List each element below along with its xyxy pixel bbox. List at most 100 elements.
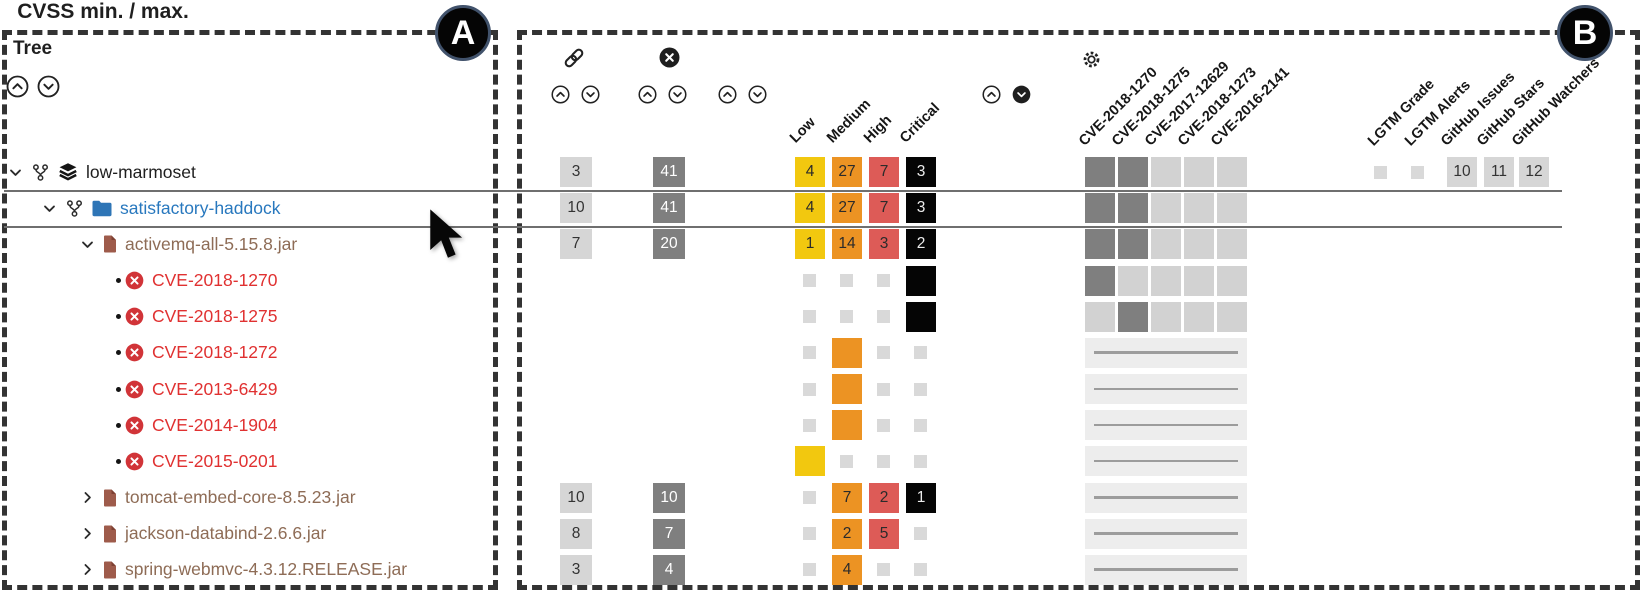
annotation-a-badge: A bbox=[435, 5, 491, 61]
error-circle-icon bbox=[125, 271, 144, 290]
cve-matrix-cell bbox=[1085, 229, 1115, 260]
chevron-down-circle-icon bbox=[668, 85, 687, 104]
links-count-cell: 3 bbox=[560, 157, 592, 187]
tree-item[interactable]: CVE-2013-6429 bbox=[116, 371, 486, 407]
severity-count-cell bbox=[906, 265, 936, 296]
settings-button[interactable] bbox=[1081, 49, 1102, 70]
tree-item-label: low-marmoset bbox=[86, 161, 196, 182]
sort-down-button[interactable] bbox=[581, 85, 600, 104]
chevron-down-circle-icon bbox=[37, 75, 60, 98]
severity-placeholder-cell bbox=[914, 454, 927, 468]
sort-down-button[interactable] bbox=[1012, 85, 1031, 104]
bullet-icon bbox=[116, 386, 121, 392]
tree-item[interactable]: CVE-2018-1270 bbox=[116, 263, 486, 299]
link-icon bbox=[564, 48, 584, 68]
severity-placeholder-cell bbox=[877, 310, 890, 324]
file-icon bbox=[103, 525, 117, 543]
cve-matrix-cell bbox=[1118, 157, 1148, 187]
lgtm-placeholder-cell bbox=[1374, 165, 1387, 179]
na-line bbox=[1094, 351, 1238, 354]
tree-item-label: CVE-2018-1272 bbox=[152, 342, 278, 363]
cve-matrix-cell bbox=[1085, 265, 1115, 296]
tree-item[interactable]: tomcat-embed-core-8.5.23.jar bbox=[80, 480, 486, 516]
tree-item[interactable]: spring-webmvc-4.3.12.RELEASE.jar bbox=[80, 552, 486, 588]
tree-item-label: CVE-2018-1270 bbox=[152, 270, 278, 290]
error-circle-icon bbox=[125, 416, 144, 435]
tree-item[interactable]: low-marmoset bbox=[8, 154, 486, 190]
severity-placeholder-cell bbox=[914, 527, 927, 541]
chevron-down-icon bbox=[42, 201, 57, 216]
severity-count-cell: 14 bbox=[832, 229, 862, 260]
error-circle-icon bbox=[125, 307, 144, 326]
git-branch-icon bbox=[65, 199, 84, 218]
cve-matrix-na-band bbox=[1085, 337, 1247, 368]
cvss-group-title: CVSS min. / max. bbox=[17, 0, 189, 23]
cve-matrix-cell bbox=[1151, 301, 1181, 332]
links-column-header-button[interactable] bbox=[561, 45, 587, 71]
tree-item[interactable]: jackson-databind-2.6.6.jar bbox=[80, 516, 486, 552]
errors-count-cell: 20 bbox=[653, 229, 685, 260]
cve-matrix-cell bbox=[1085, 157, 1115, 187]
severity-count-cell: 3 bbox=[906, 157, 936, 187]
tree-expand-all-button[interactable] bbox=[37, 75, 60, 98]
tree-item[interactable]: CVE-2018-1272 bbox=[116, 335, 486, 371]
severity-count-cell: 2 bbox=[869, 482, 899, 513]
na-line bbox=[1094, 568, 1238, 571]
mouse-cursor bbox=[427, 207, 463, 268]
tree-item-label: CVE-2014-1904 bbox=[152, 414, 278, 435]
tree-item[interactable]: CVE-2018-1275 bbox=[116, 299, 486, 335]
error-circle-icon bbox=[659, 47, 680, 68]
na-line bbox=[1094, 459, 1238, 463]
na-line bbox=[1094, 496, 1238, 499]
chevron-down-filled-circle-icon bbox=[1012, 85, 1031, 104]
cve-matrix-cell bbox=[1118, 229, 1148, 260]
severity-count-cell: 1 bbox=[795, 229, 825, 260]
cve-matrix-cell bbox=[1151, 193, 1181, 224]
cve-matrix-cell bbox=[1184, 157, 1214, 187]
cve-matrix-cell bbox=[1118, 193, 1148, 224]
sort-down-button[interactable] bbox=[668, 85, 687, 104]
cve-matrix-cell bbox=[1151, 229, 1181, 260]
tree-item[interactable]: activemq-all-5.15.8.jar bbox=[80, 226, 486, 262]
severity-count-cell bbox=[832, 337, 862, 368]
severity-count-cell: 7 bbox=[869, 157, 899, 187]
file-icon bbox=[103, 235, 117, 253]
severity-placeholder-cell bbox=[877, 346, 890, 360]
na-line bbox=[1094, 387, 1238, 391]
cve-matrix-cell bbox=[1217, 193, 1247, 224]
layers-icon bbox=[58, 162, 78, 182]
severity-placeholder-cell bbox=[877, 563, 890, 577]
error-circle-icon bbox=[125, 452, 144, 471]
errors-column-header-button[interactable] bbox=[659, 47, 680, 68]
severity-count-cell: 3 bbox=[906, 193, 936, 224]
tree-item[interactable]: CVE-2015-0201 bbox=[116, 443, 486, 479]
sort-up-button[interactable] bbox=[551, 85, 570, 104]
severity-placeholder-cell bbox=[803, 382, 816, 396]
sort-up-button[interactable] bbox=[982, 85, 1001, 104]
cve-matrix-cell bbox=[1118, 265, 1148, 296]
links-count-cell: 7 bbox=[560, 229, 592, 260]
severity-placeholder-cell bbox=[803, 563, 816, 577]
severity-count-cell: 27 bbox=[832, 193, 862, 224]
severity-placeholder-cell bbox=[803, 418, 816, 432]
severity-count-cell bbox=[906, 301, 936, 332]
errors-count-cell: 41 bbox=[653, 157, 685, 187]
sort-up-button[interactable] bbox=[718, 85, 737, 104]
chevron-down-circle-icon bbox=[581, 85, 600, 104]
cve-matrix-cell bbox=[1118, 301, 1148, 332]
severity-placeholder-cell bbox=[914, 382, 927, 396]
chevron-right-icon bbox=[80, 490, 95, 505]
tree-item[interactable]: satisfactory-haddock bbox=[42, 190, 486, 226]
cve-matrix-cell bbox=[1217, 301, 1247, 332]
sort-down-button[interactable] bbox=[748, 85, 767, 104]
sort-up-button[interactable] bbox=[638, 85, 657, 104]
tree-item[interactable]: CVE-2014-1904 bbox=[116, 407, 486, 443]
github-metric-cell: 11 bbox=[1484, 157, 1514, 187]
cve-matrix-na-band bbox=[1085, 374, 1247, 405]
severity-placeholder-cell bbox=[803, 274, 816, 287]
errors-count-cell: 7 bbox=[653, 518, 685, 549]
chevron-down-icon bbox=[80, 237, 95, 252]
cve-matrix-cell bbox=[1085, 301, 1115, 332]
na-line bbox=[1094, 532, 1238, 535]
tree-collapse-all-button[interactable] bbox=[6, 75, 29, 98]
